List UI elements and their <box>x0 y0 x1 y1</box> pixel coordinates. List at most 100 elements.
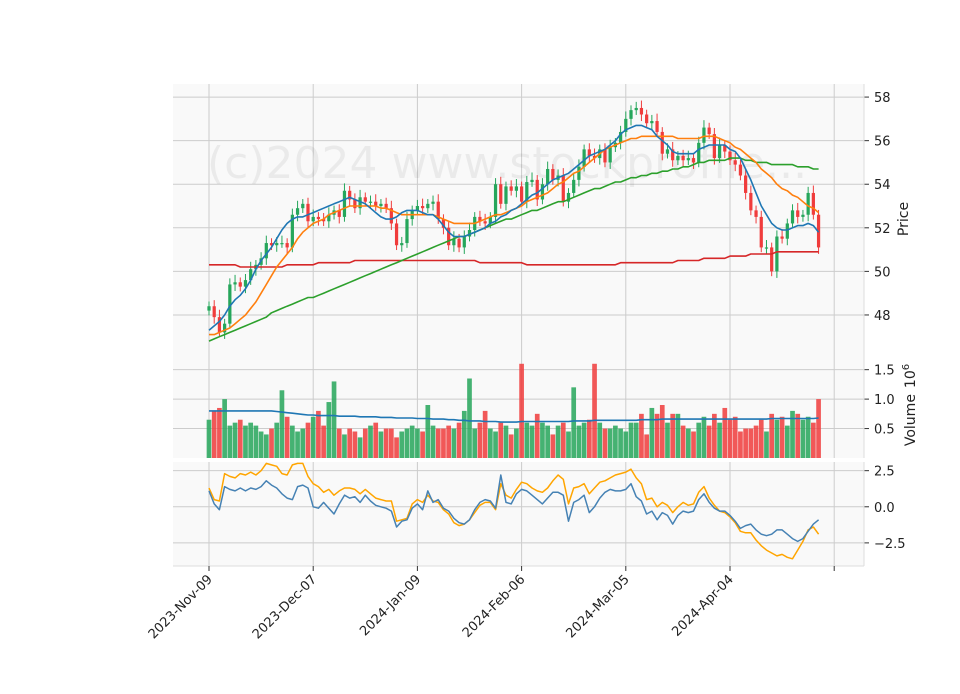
candle-body <box>249 269 253 281</box>
candle-body <box>540 184 545 200</box>
volume-bar <box>545 425 550 458</box>
candle-body <box>243 280 248 287</box>
volume-bar <box>274 422 280 458</box>
candle-body <box>796 210 800 217</box>
candle-body <box>462 236 466 248</box>
price-tick-label: 54 <box>874 178 891 193</box>
volume-bar <box>237 419 243 458</box>
candle-body <box>717 145 722 159</box>
volume-bar <box>811 422 816 458</box>
candle-body <box>311 216 315 222</box>
volume-bar <box>425 405 431 458</box>
volume-bar <box>435 428 441 458</box>
candle-body <box>738 164 743 176</box>
volume-bar <box>685 428 691 458</box>
volume-bar <box>269 428 274 458</box>
candle-body <box>301 203 305 209</box>
candle-body <box>546 168 550 185</box>
volume-bar <box>336 428 342 458</box>
volume-bar <box>665 422 670 458</box>
price-tick-label: 58 <box>874 91 891 106</box>
candle-body <box>572 179 576 193</box>
candle-body <box>577 166 581 180</box>
candle-body <box>650 121 654 124</box>
candle-body <box>764 247 769 249</box>
candle-body <box>728 151 732 161</box>
candle-body <box>295 208 300 215</box>
volume-bar <box>347 428 353 458</box>
candle-body <box>478 216 482 222</box>
volume-bar <box>373 422 379 458</box>
candle-body <box>223 323 227 333</box>
volume-bar <box>305 422 311 458</box>
candle-body <box>363 197 367 202</box>
candle-body <box>790 210 795 224</box>
volume-bar <box>477 422 483 458</box>
candle-body <box>457 238 461 248</box>
candle-body <box>733 160 737 165</box>
volume-bar <box>534 413 540 458</box>
volume-tick-label: 1.0 <box>874 393 895 408</box>
volume-bar <box>446 425 452 458</box>
x-tick-label: 2023-Dec-07 <box>250 572 320 642</box>
candle-body <box>811 192 815 215</box>
volume-bar <box>560 422 566 458</box>
x-tick-label: 2024-Apr-04 <box>669 572 736 639</box>
volume-bar <box>342 434 347 458</box>
volume-bar <box>717 422 722 458</box>
volume-bar <box>670 413 676 458</box>
volume-bar <box>816 399 821 458</box>
oscillator-line-2 <box>208 462 820 560</box>
volume-bar <box>326 402 332 458</box>
oscillator-series <box>208 462 820 560</box>
volume-bar <box>748 428 754 458</box>
candle-body <box>535 179 539 200</box>
volume-bar <box>555 425 561 458</box>
candle-body <box>759 216 763 248</box>
volume-bar <box>316 410 321 458</box>
volume-bar <box>368 425 373 458</box>
candle-body <box>697 142 701 163</box>
x-tick-label: 2023-Nov-09 <box>146 572 216 642</box>
volume-bar <box>644 434 649 458</box>
candle-body <box>452 238 456 246</box>
volume-bar <box>732 416 738 458</box>
candle-body <box>770 247 774 272</box>
candle-body <box>322 219 326 222</box>
candle-body <box>483 221 487 224</box>
volume-bar <box>701 416 707 458</box>
candle-body <box>337 210 341 217</box>
candle-body <box>384 203 388 209</box>
ma-slow-line <box>208 157 819 342</box>
candle-body <box>712 134 716 159</box>
volume-tick-label: 0.5 <box>874 423 895 438</box>
volume-bar <box>592 363 597 458</box>
volume-bar <box>404 428 410 458</box>
volume-series <box>206 363 821 458</box>
candle-body <box>264 243 268 259</box>
candle-body <box>431 201 435 204</box>
candle-body <box>368 201 373 203</box>
volume-bar <box>451 428 457 458</box>
volume-axis-label-sup: 6 <box>901 364 912 370</box>
volume-axis-label-main: Volume <box>903 394 919 446</box>
candle-body <box>514 186 519 191</box>
volume-bar <box>482 410 488 458</box>
oscillator-tick-label: −2.5 <box>874 537 906 552</box>
candle-body <box>608 147 612 163</box>
volume-bar <box>675 413 681 458</box>
volume-bar <box>217 407 222 458</box>
candle-body <box>405 219 409 244</box>
candle-body <box>681 155 685 161</box>
volume-bar <box>503 425 509 458</box>
volume-axis-label-exp: 10 <box>903 370 919 388</box>
candle-body <box>447 227 451 246</box>
candle-body <box>389 208 393 224</box>
volume-bar <box>805 416 811 458</box>
candle-body <box>702 127 706 143</box>
candle-body <box>228 284 232 324</box>
candle-body <box>488 216 492 224</box>
price-axis-label: Price <box>896 202 912 236</box>
volume-bar <box>399 431 405 458</box>
